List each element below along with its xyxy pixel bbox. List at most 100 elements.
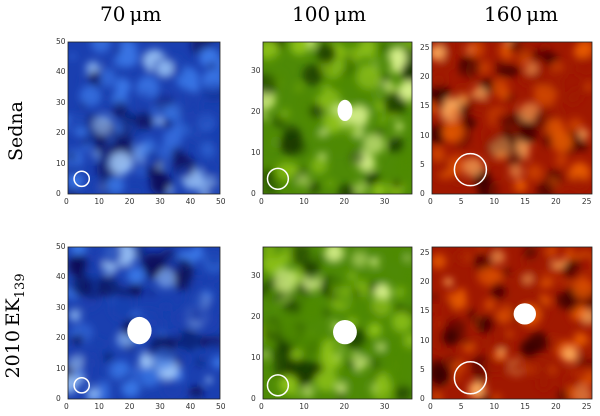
noise-texture bbox=[263, 42, 412, 194]
panel-ek139-160 bbox=[431, 246, 593, 400]
x-tick-label: 0 bbox=[428, 402, 433, 411]
x-tick-label: 10 bbox=[299, 197, 309, 206]
x-tick-label: 50 bbox=[216, 197, 226, 206]
y-tick-label: 5 bbox=[420, 364, 425, 374]
y-tick-label: 30 bbox=[56, 97, 66, 107]
beam-circle bbox=[453, 152, 488, 187]
panel-image-sedna-100 bbox=[262, 41, 413, 195]
panel-sedna-160 bbox=[431, 41, 593, 195]
noise-texture bbox=[432, 42, 592, 194]
column-title-100um: 100 μm bbox=[292, 2, 367, 26]
x-tick-label: 40 bbox=[185, 402, 196, 411]
y-tick-label: 30 bbox=[251, 270, 261, 280]
x-tick-label: 20 bbox=[339, 197, 350, 206]
beam-circle bbox=[73, 376, 91, 394]
row-label-2010ek139: 2010 EK139 bbox=[2, 271, 28, 381]
column-title-70um: 70 μm bbox=[100, 2, 162, 26]
x-tick-label: 10 bbox=[489, 402, 500, 411]
x-tick-label: 0 bbox=[64, 197, 69, 206]
panel-image-ek139-70 bbox=[67, 246, 221, 400]
source-blob bbox=[513, 303, 536, 325]
noise-texture bbox=[263, 247, 412, 399]
x-tick-label: 30 bbox=[379, 402, 390, 411]
y-tick-label: 0 bbox=[420, 189, 425, 198]
row-label-2010ek139-main: 2010 EK bbox=[2, 298, 25, 379]
panel-image-ek139-160 bbox=[431, 246, 593, 400]
y-tick-label: 20 bbox=[251, 106, 261, 116]
y-tick-label: 0 bbox=[420, 394, 425, 403]
x-tick-label: 10 bbox=[489, 197, 500, 206]
x-tick-label: 0 bbox=[64, 402, 69, 411]
row-label-2010ek139-subscript: 139 bbox=[12, 273, 28, 299]
y-tick-label: 40 bbox=[56, 272, 66, 282]
x-tick-label: 10 bbox=[299, 402, 309, 411]
panel-frame bbox=[262, 41, 413, 195]
noise-texture bbox=[432, 247, 592, 399]
panel-image-sedna-70 bbox=[67, 41, 221, 195]
panel-frame bbox=[431, 41, 593, 195]
y-tick-label: 0 bbox=[56, 189, 61, 198]
x-tick-label: 30 bbox=[155, 402, 165, 411]
x-tick-label: 20 bbox=[124, 402, 135, 411]
noise-texture bbox=[68, 42, 220, 194]
y-tick-label: 20 bbox=[251, 311, 261, 321]
x-tick-label: 20 bbox=[551, 402, 561, 411]
source-blob bbox=[127, 316, 152, 345]
y-tick-label: 50 bbox=[56, 242, 66, 251]
y-tick-label: 15 bbox=[420, 306, 430, 316]
x-tick-label: 0 bbox=[259, 197, 264, 206]
x-tick-label: 50 bbox=[216, 402, 226, 411]
y-tick-label: 25 bbox=[420, 247, 430, 257]
panel-sedna-100 bbox=[262, 41, 413, 195]
panel-image-ek139-100 bbox=[262, 246, 413, 400]
y-tick-label: 40 bbox=[56, 67, 66, 77]
x-tick-label: 0 bbox=[259, 402, 264, 411]
column-title-160um: 160 μm bbox=[484, 2, 559, 26]
y-tick-label: 10 bbox=[420, 335, 430, 345]
panel-sedna-70 bbox=[67, 41, 221, 195]
x-tick-label: 30 bbox=[379, 197, 390, 206]
y-tick-label: 20 bbox=[420, 277, 430, 287]
y-tick-label: 0 bbox=[56, 394, 61, 403]
row-label-sedna: Sedna bbox=[5, 101, 27, 161]
y-tick-label: 10 bbox=[56, 158, 66, 168]
y-tick-label: 0 bbox=[251, 394, 256, 403]
y-tick-label: 20 bbox=[56, 333, 66, 343]
y-tick-label: 30 bbox=[251, 65, 261, 75]
y-tick-label: 20 bbox=[420, 72, 430, 82]
x-tick-label: 20 bbox=[339, 402, 350, 411]
x-tick-label: 20 bbox=[551, 197, 561, 206]
x-tick-label: 30 bbox=[155, 197, 165, 206]
x-tick-label: 25 bbox=[581, 197, 592, 206]
panel-frame bbox=[67, 41, 221, 195]
y-tick-label: 10 bbox=[251, 147, 261, 157]
y-tick-label: 50 bbox=[56, 37, 66, 46]
x-tick-label: 40 bbox=[185, 197, 196, 206]
panel-frame bbox=[67, 246, 221, 400]
x-tick-label: 0 bbox=[428, 197, 433, 206]
y-tick-label: 0 bbox=[251, 189, 256, 198]
source-blob bbox=[333, 319, 357, 345]
y-tick-label: 10 bbox=[251, 352, 261, 362]
x-tick-label: 10 bbox=[94, 402, 104, 411]
y-tick-label: 30 bbox=[56, 302, 66, 312]
y-tick-label: 25 bbox=[420, 42, 430, 52]
x-tick-label: 5 bbox=[458, 402, 464, 411]
panel-ek139-100 bbox=[262, 246, 413, 400]
x-tick-label: 5 bbox=[458, 197, 464, 206]
beam-circle bbox=[453, 360, 488, 395]
y-tick-label: 10 bbox=[56, 363, 66, 373]
y-tick-label: 10 bbox=[420, 130, 430, 140]
x-tick-label: 10 bbox=[94, 197, 104, 206]
x-tick-label: 15 bbox=[520, 197, 530, 206]
x-tick-label: 20 bbox=[124, 197, 135, 206]
y-tick-label: 5 bbox=[420, 159, 425, 169]
panel-frame bbox=[431, 246, 593, 400]
source-blob bbox=[337, 99, 353, 122]
panel-image-sedna-160 bbox=[431, 41, 593, 195]
beam-circle bbox=[73, 170, 91, 188]
beam-circle bbox=[266, 374, 290, 397]
x-tick-label: 25 bbox=[581, 402, 592, 411]
beam-circle bbox=[266, 167, 290, 190]
x-tick-label: 15 bbox=[520, 402, 530, 411]
